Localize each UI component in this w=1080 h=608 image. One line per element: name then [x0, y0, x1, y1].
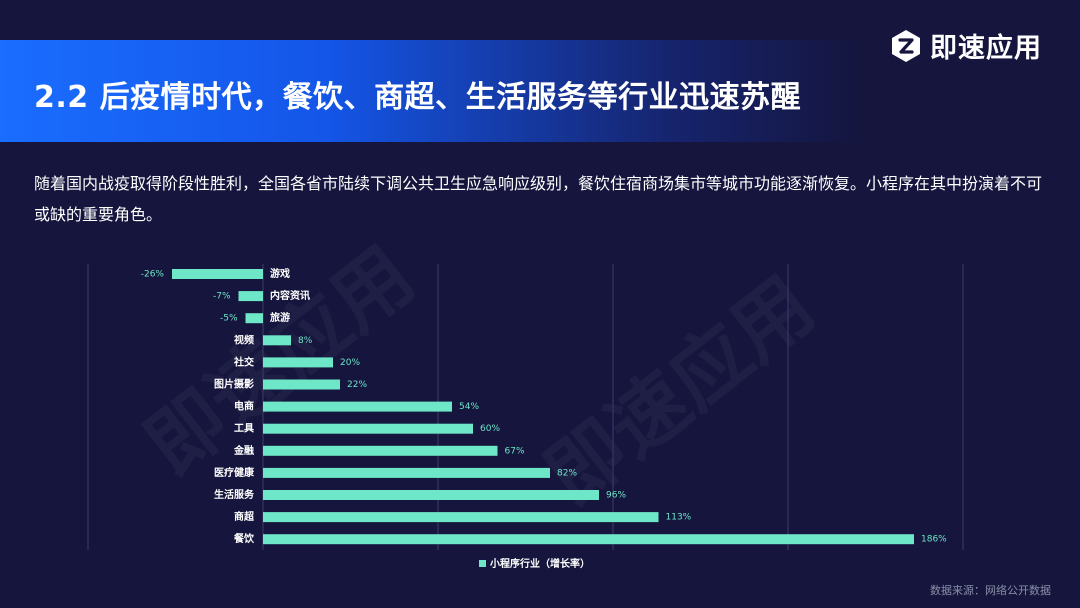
category-label: 社交 — [233, 355, 254, 368]
category-label: 视频 — [234, 333, 254, 346]
bar — [263, 512, 659, 523]
category-label: 医疗健康 — [214, 466, 255, 479]
value-label: 82% — [557, 468, 577, 478]
category-label: 工具 — [234, 423, 254, 435]
description-text: 随着国内战疫取得阶段性胜利，全国各省市陆续下调公共卫生应急响应级别，餐饮住宿商场… — [34, 174, 1043, 224]
value-label: 96% — [606, 491, 626, 501]
category-label: 商超 — [234, 510, 255, 523]
value-label: -26% — [141, 270, 165, 280]
bars: 游戏 -26% 内容资讯 -7% 旅游 -5% 视频 8% 社交 20% 图片摄影 22% 电商 54% 工… — [141, 267, 947, 545]
value-label: 67% — [505, 446, 525, 456]
logo-text: 即速应用 — [930, 33, 1042, 64]
category-label: 内容资讯 — [270, 289, 310, 302]
value-label: 20% — [340, 358, 360, 368]
value-label: 8% — [298, 336, 313, 346]
bar — [263, 534, 914, 545]
category-label: 图片摄影 — [214, 378, 254, 391]
legend-swatch — [479, 560, 486, 567]
value-label: -7% — [213, 292, 231, 302]
bar — [263, 401, 452, 412]
grid-lines — [87, 264, 964, 550]
category-label: 游戏 — [270, 267, 290, 280]
category-label: 餐饮 — [233, 532, 255, 545]
value-label: 22% — [347, 380, 367, 390]
value-label: 60% — [480, 424, 500, 434]
value-label: 113% — [666, 513, 692, 523]
bar — [172, 269, 263, 279]
bar — [263, 467, 550, 478]
bar — [263, 379, 340, 390]
bar — [263, 490, 599, 500]
bar — [245, 313, 263, 324]
logo-icon — [892, 29, 920, 62]
value-label: 54% — [459, 402, 479, 412]
category-label: 金融 — [233, 444, 254, 457]
data-source: 数据来源：网络公开数据 — [930, 584, 1051, 597]
brand-logo: 即速应用 — [888, 26, 1042, 65]
bar — [263, 445, 498, 456]
bar — [263, 335, 291, 346]
bar — [263, 423, 473, 434]
legend-label: 小程序行业（增长率） — [489, 557, 590, 570]
category-label: 生活服务 — [214, 488, 255, 501]
page-title: 2.2 后疫情时代，餐饮、商超、生活服务等行业迅速苏醒 — [34, 80, 802, 115]
category-label: 电商 — [234, 400, 254, 413]
bar — [263, 357, 333, 368]
legend: 小程序行业（增长率） — [479, 557, 590, 570]
bar — [238, 291, 263, 302]
value-label: 186% — [921, 535, 947, 545]
value-label: -5% — [220, 314, 238, 324]
category-label: 旅游 — [270, 311, 290, 324]
